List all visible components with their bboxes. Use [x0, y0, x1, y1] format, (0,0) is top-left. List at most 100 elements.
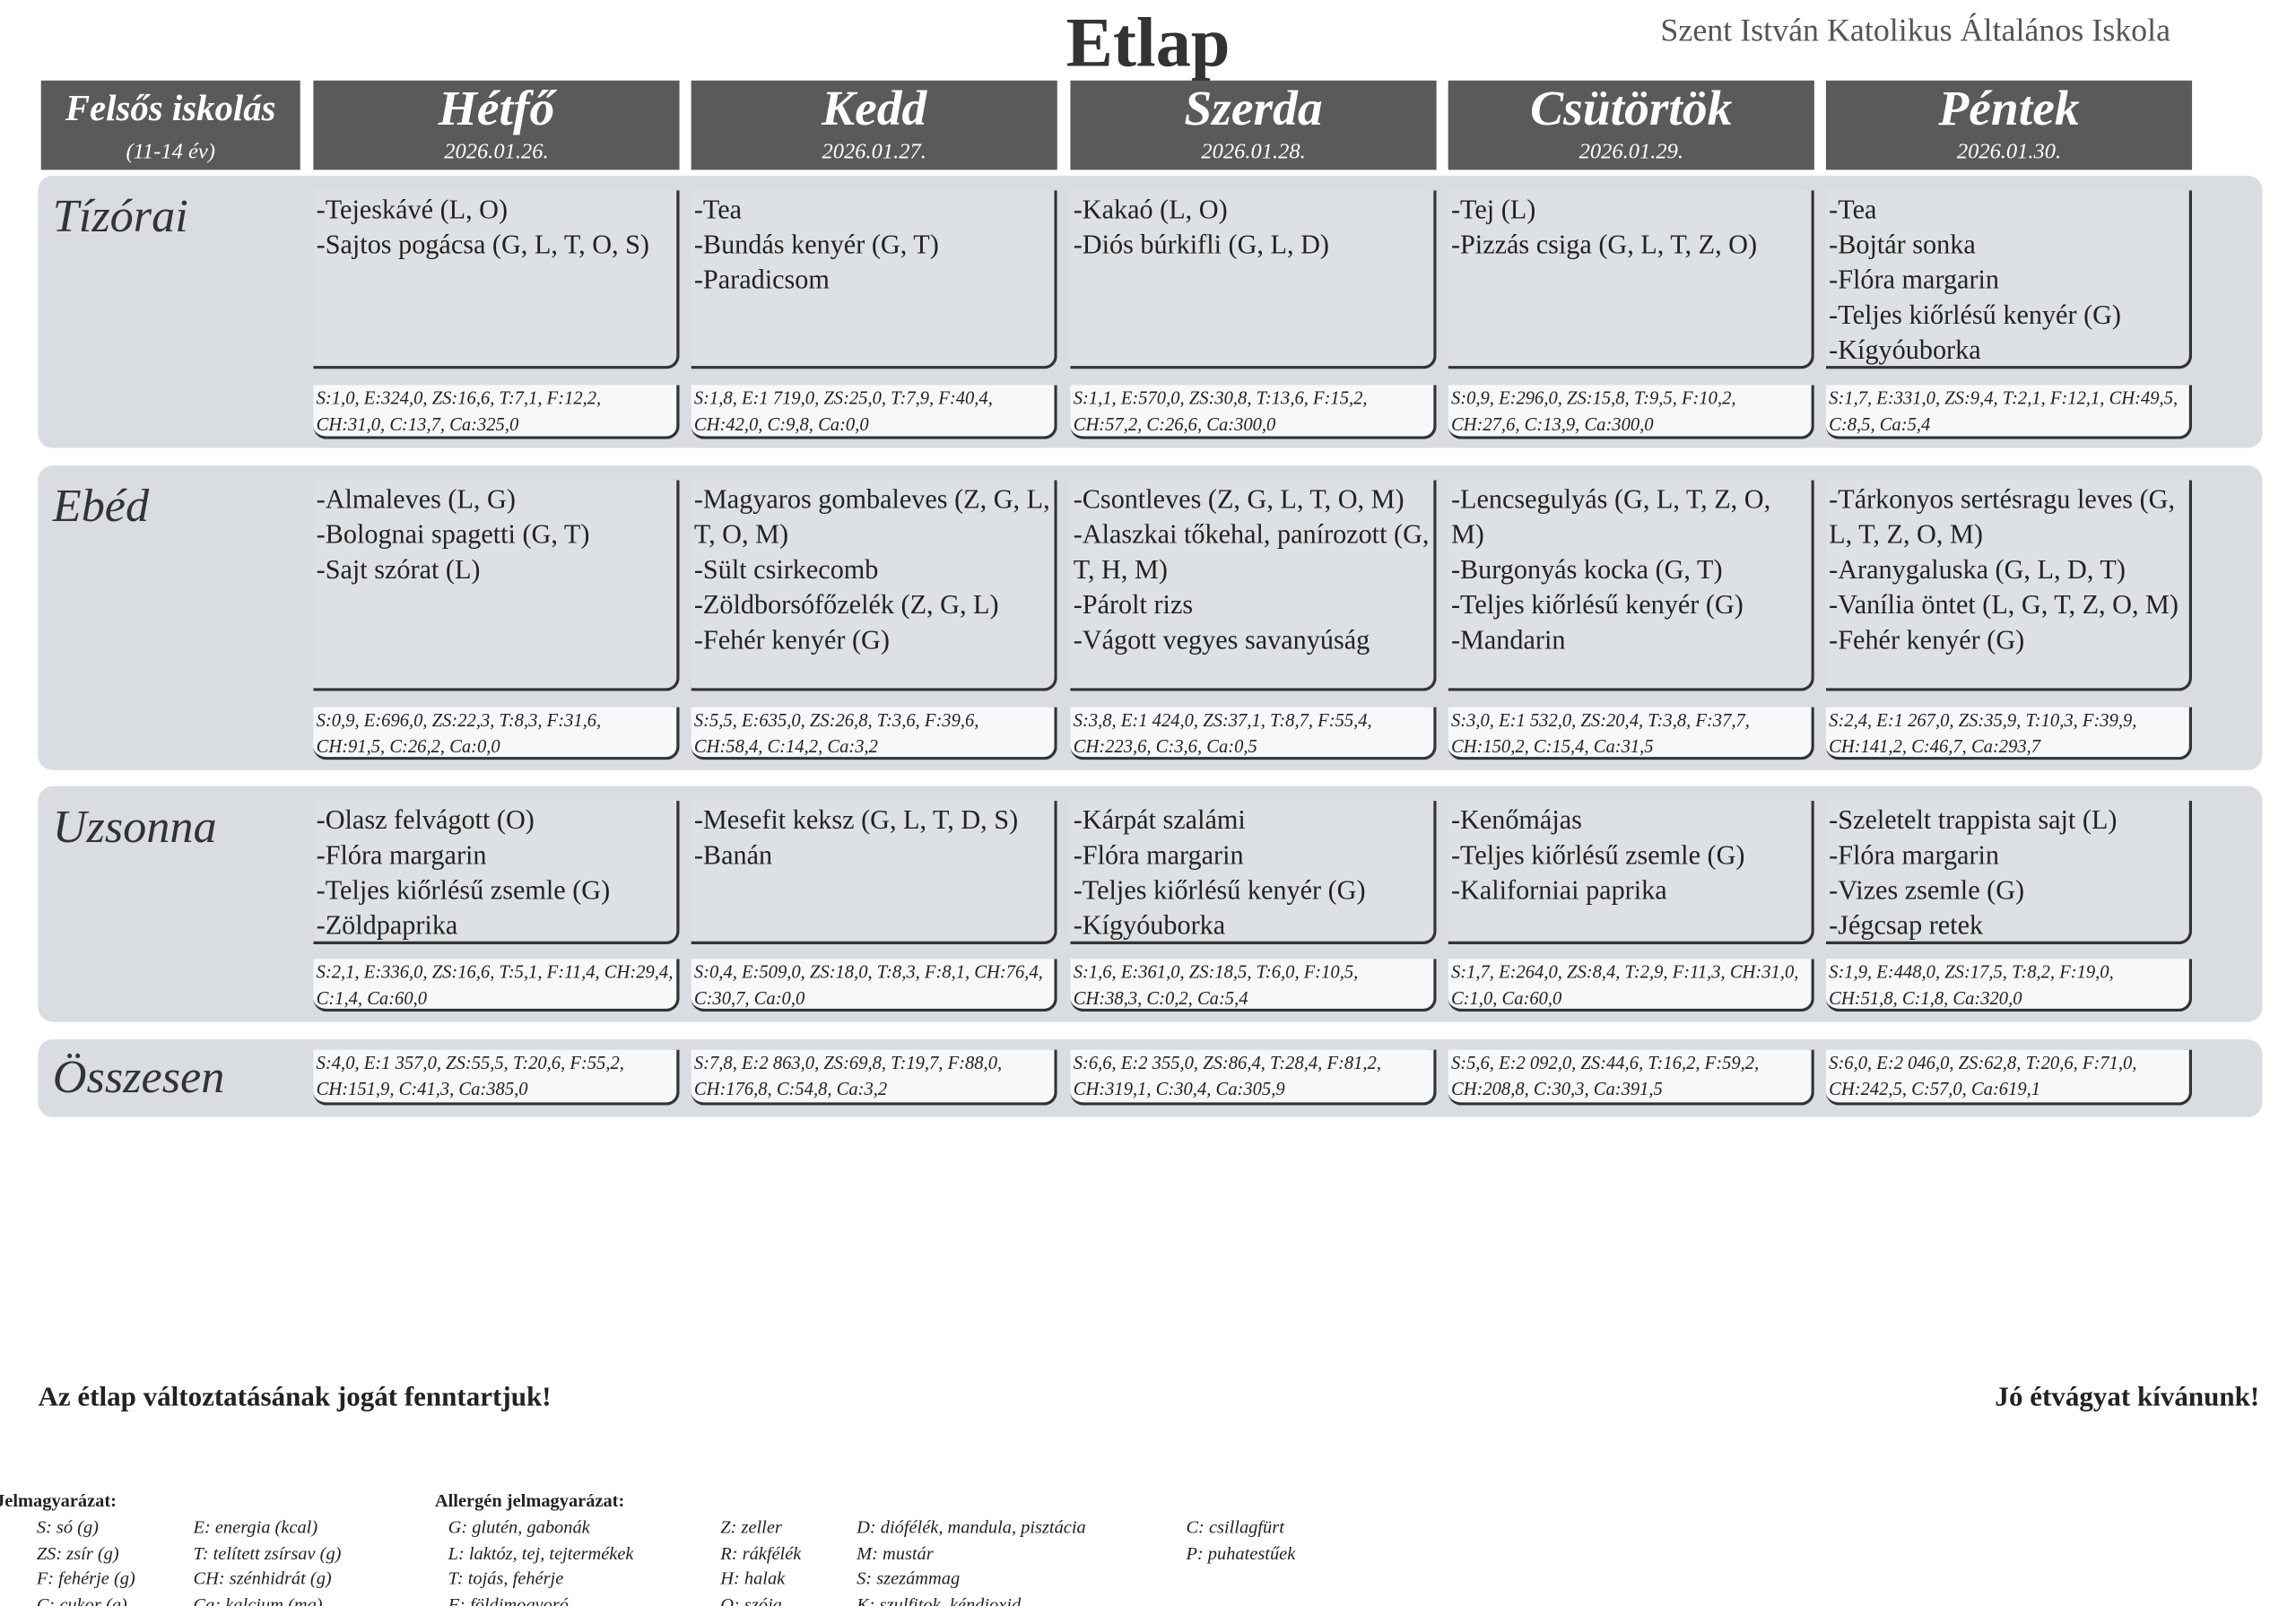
dish: -Kaliforniai paprika: [1450, 876, 1667, 907]
dish: -Bundás kenyér (G, T): [693, 230, 939, 261]
row-label: Összesen: [52, 1049, 225, 1103]
dish-box: -Tejeskávé (L, O) -Sajtos pogácsa (G, L, …: [313, 190, 680, 369]
legend-item: Ca: kalcium (mg): [193, 1593, 323, 1607]
legend-item: P: puhatestűek: [1186, 1541, 1296, 1563]
dish: -Teljes kiőrlésű zsemle (G): [1450, 841, 1745, 872]
day-header: Péntek 2026.01.30.: [1825, 80, 2193, 170]
nutrition: S:2,1, E:336,0, ZS:16,6, T:5,1, F:11,4, …: [313, 959, 680, 1012]
dish: -Flóra margarin: [1829, 266, 2000, 296]
nutrition: S:3,8, E:1 424,0, ZS:37,1, T:8,7, F:55,4…: [1070, 707, 1437, 760]
dish: -Sült csirkecomb: [693, 556, 879, 586]
nutrition: S:1,0, E:324,0, ZS:16,6, T:7,1, F:12,2, …: [313, 385, 680, 439]
nutrition: S:1,6, E:361,0, ZS:18,5, T:6,0, F:10,5, …: [1070, 959, 1437, 1012]
legend-item: S: szezámmag: [857, 1567, 961, 1589]
dish: -Jégcsap retek: [1829, 912, 1984, 942]
dish: -Olasz felvágott (O): [316, 806, 535, 837]
dish: -Vanília öntet (L, G, T, Z, O, M): [1829, 591, 2179, 621]
legend-item: K: szulfitok, kéndioxid: [857, 1593, 1022, 1607]
nutrition: S:5,5, E:635,0, ZS:26,8, T:3,6, F:39,6, …: [691, 707, 1057, 760]
legend-title: Allergén jelmagyarázat:: [434, 1490, 625, 1511]
dish: -Teljes kiőrlésű zsemle (G): [316, 876, 611, 907]
dish: -Zöldpaprika: [316, 912, 458, 942]
day-date: 2026.01.29.: [1578, 140, 1683, 164]
footer-greeting: Jó étvágyat kívánunk!: [1995, 1382, 2260, 1413]
dish: -Bojtár sonka: [1829, 230, 1976, 261]
dish-box: -Kakaó (L, O) -Diós búrkifli (G, L, D): [1070, 190, 1437, 369]
dish: -Kakaó (L, O): [1073, 195, 1228, 226]
legend-item: ZS: zsír (g): [36, 1541, 119, 1563]
dish-box: -Tea -Bojtár sonka -Flóra margarin -Teljes …: [1825, 190, 2193, 369]
legend-item: Z: zeller: [720, 1516, 782, 1538]
dish: -Sajt szórat (L): [316, 556, 481, 586]
dish-box: -Csontleves (Z, G, L, T, O, M) -Alaszkai …: [1070, 480, 1437, 691]
dish: -Aranygaluska (G, L, D, T): [1829, 556, 2126, 586]
dish: -Paradicsom: [693, 266, 830, 296]
dish: -Vizes zsemle (G): [1829, 876, 2025, 907]
total-nutrition: S:6,6, E:2 355,0, ZS:86,4, T:28,4, F:81,…: [1070, 1049, 1437, 1106]
corner-header: Felsős iskolás (11-14 év): [40, 80, 300, 170]
legend-item: E: energia (kcal): [193, 1516, 318, 1538]
total-nutrition: S:7,8, E:2 863,0, ZS:69,8, T:19,7, F:88,…: [691, 1049, 1057, 1106]
total-nutrition: S:5,6, E:2 092,0, ZS:44,6, T:16,2, F:59,…: [1448, 1049, 1814, 1106]
legend-item: F: földimogyoró: [448, 1593, 569, 1607]
legend-item: D: diófélék, mandula, pisztácia: [857, 1516, 1086, 1538]
row-label: Uzsonna: [52, 799, 217, 853]
legend-item: C: csillagfürt: [1186, 1516, 1284, 1538]
dish-box: -Tej (L) -Pizzás csiga (G, L, T, Z, O): [1448, 190, 1814, 369]
nutrition: S:2,4, E:1 267,0, ZS:35,9, T:10,3, F:39,…: [1825, 707, 2193, 760]
dish: -Kígyóuborka: [1073, 912, 1226, 942]
corner-age: (11-14 év): [126, 140, 215, 164]
day-name: Szerda: [1184, 82, 1323, 136]
day-header: Szerda 2026.01.28.: [1070, 80, 1437, 170]
dish: -Vágott vegyes savanyúság: [1073, 626, 1370, 656]
nutrition: S:1,9, E:448,0, ZS:17,5, T:8,2, F:19,0, …: [1825, 959, 2193, 1012]
dish-box: -Tárkonyos sertésragu leves (G, L, T, Z,…: [1825, 480, 2193, 691]
dish: -Teljes kiőrlésű kenyér (G): [1073, 876, 1366, 907]
dish: -Teljes kiőrlésű kenyér (G): [1450, 591, 1744, 621]
school-name: Szent István Katolikus Általános Iskola: [1660, 12, 2171, 48]
dish: -Tea: [693, 195, 743, 226]
nutrition: S:0,4, E:509,0, ZS:18,0, T:8,3, F:8,1, C…: [691, 959, 1057, 1012]
legend-item: C: cukor (g): [36, 1593, 127, 1607]
nutrition: S:0,9, E:696,0, ZS:22,3, T:8,3, F:31,6, …: [313, 707, 680, 760]
dish-box: -Kenőmájas -Teljes kiőrlésű zsemle (G) -Ka…: [1448, 801, 1814, 945]
dish: -Banán: [693, 841, 773, 872]
dish: -Magyaros gombaleves (Z, G, L, T, O, M): [693, 486, 1050, 551]
day-date: 2026.01.28.: [1201, 140, 1306, 164]
dish-box: -Olasz felvágott (O) -Flóra margarin -Telj…: [313, 801, 680, 945]
nutrition: S:1,7, E:331,0, ZS:9,4, T:2,1, F:12,1, C…: [1825, 385, 2193, 439]
legend-item: T: tojás, fehérje: [448, 1567, 564, 1589]
day-name: Péntek: [1938, 82, 2080, 136]
dish: -Zöldborsófőzelék (Z, G, L): [693, 591, 999, 621]
dish: -Teljes kiőrlésű kenyér (G): [1829, 301, 2121, 331]
dish: -Kárpát szalámi: [1073, 806, 1246, 837]
dish: -Párolt rizs: [1073, 591, 1194, 621]
dish: -Mesefit keksz (G, L, T, D, S): [693, 806, 1019, 837]
dish: -Tej (L): [1450, 195, 1536, 226]
legend-item: T: telített zsírsav (g): [193, 1541, 342, 1563]
dish: -Mandarin: [1450, 626, 1566, 656]
dish-box: -Mesefit keksz (G, L, T, D, S) -Banán: [691, 801, 1057, 945]
legend-item: O: szója: [720, 1593, 782, 1607]
dish: -Flóra margarin: [1829, 841, 2000, 872]
dish-box: -Tea -Bundás kenyér (G, T) -Paradicsom: [691, 190, 1057, 369]
row-label: Tízórai: [52, 188, 188, 242]
dish: -Kígyóuborka: [1829, 336, 1981, 367]
day-header: Hétfő 2026.01.26.: [313, 80, 680, 170]
dish: -Bolognai spagetti (G, T): [316, 521, 590, 551]
nutrition: S:0,9, E:296,0, ZS:15,8, T:9,5, F:10,2, …: [1448, 385, 1814, 439]
legend-title: Jelmagyarázat:: [0, 1490, 117, 1511]
nutrition: S:1,7, E:264,0, ZS:8,4, T:2,9, F:11,3, C…: [1448, 959, 1814, 1012]
legend-item: G: glutén, gabonák: [448, 1516, 590, 1538]
legend: Jelmagyarázat: S: só (g) ZS: zsír (g) F: fe…: [0, 1486, 1465, 1606]
title: Etlap: [1065, 4, 1231, 82]
dish-box: -Magyaros gombaleves (Z, G, L, T, O, M) -…: [691, 480, 1057, 691]
dish-box: -Kárpát szalámi -Flóra margarin -Teljes ki…: [1070, 801, 1437, 945]
day-header: Csütörtök 2026.01.29.: [1448, 80, 1814, 170]
legend-item: L: laktóz, tej, tejtermékek: [448, 1541, 634, 1563]
dish-box: -Almaleves (L, G) -Bolognai spagetti (G, …: [313, 480, 680, 691]
dish-box: -Szeletelt trappista sajt (L) -Flóra marg…: [1825, 801, 2193, 945]
row-label: Ebéd: [52, 478, 150, 532]
dish: -Lencsegulyás (G, L, T, Z, O, M): [1450, 486, 1771, 551]
